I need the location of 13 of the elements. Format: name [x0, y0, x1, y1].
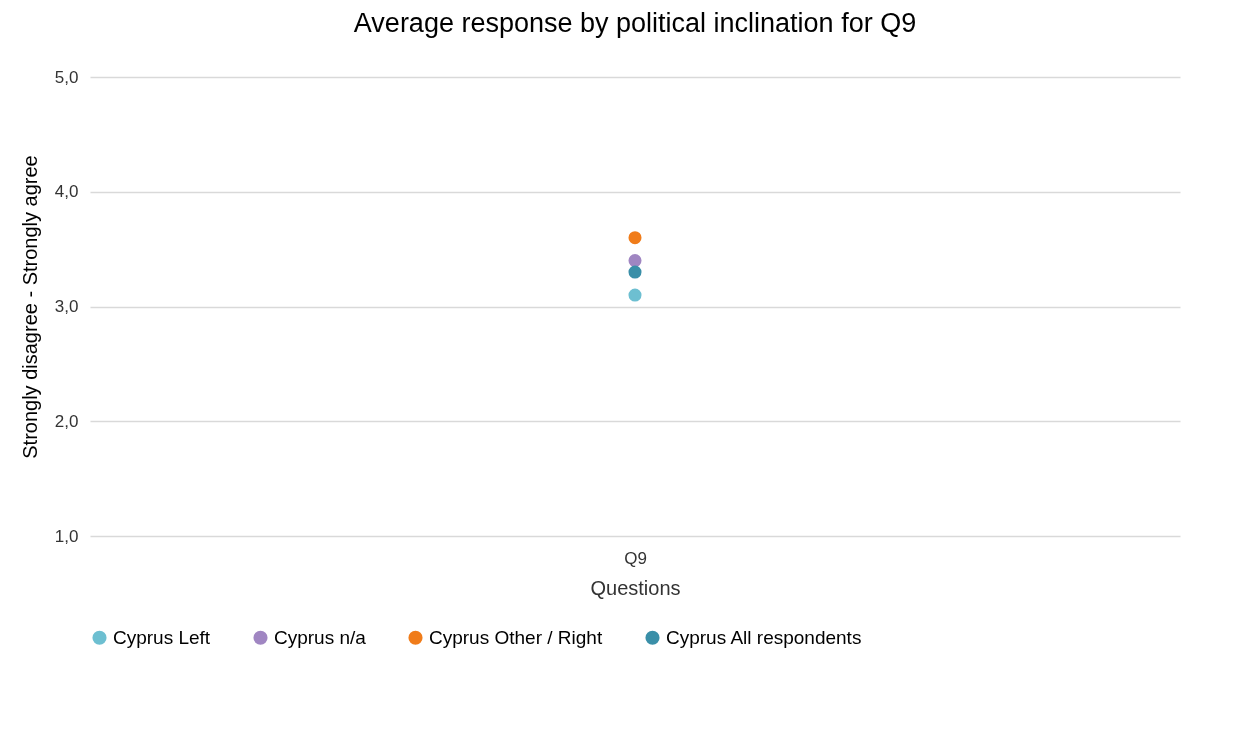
legend-label: Cyprus Other / Right — [429, 626, 603, 648]
x-tick-label: Q9 — [624, 548, 647, 568]
y-tick-label: 1,0 — [54, 526, 79, 546]
y-tick-label: 3,0 — [54, 297, 79, 316]
legend-label: Cyprus All respondents — [666, 626, 862, 648]
y-tick-label: 5,0 — [54, 67, 79, 87]
x-axis-title: Questions — [590, 576, 681, 599]
y-axis-title: Strongly disagree - Strongly agree — [18, 155, 41, 459]
y-tick-label: 4,0 — [54, 182, 79, 202]
legend-label: Cyprus n/a — [274, 626, 367, 648]
chart-title: Average response by political inclination for Q9 — [353, 8, 917, 38]
y-tick-label: 2,0 — [54, 411, 79, 431]
legend-label: Cyprus Left — [113, 626, 211, 648]
